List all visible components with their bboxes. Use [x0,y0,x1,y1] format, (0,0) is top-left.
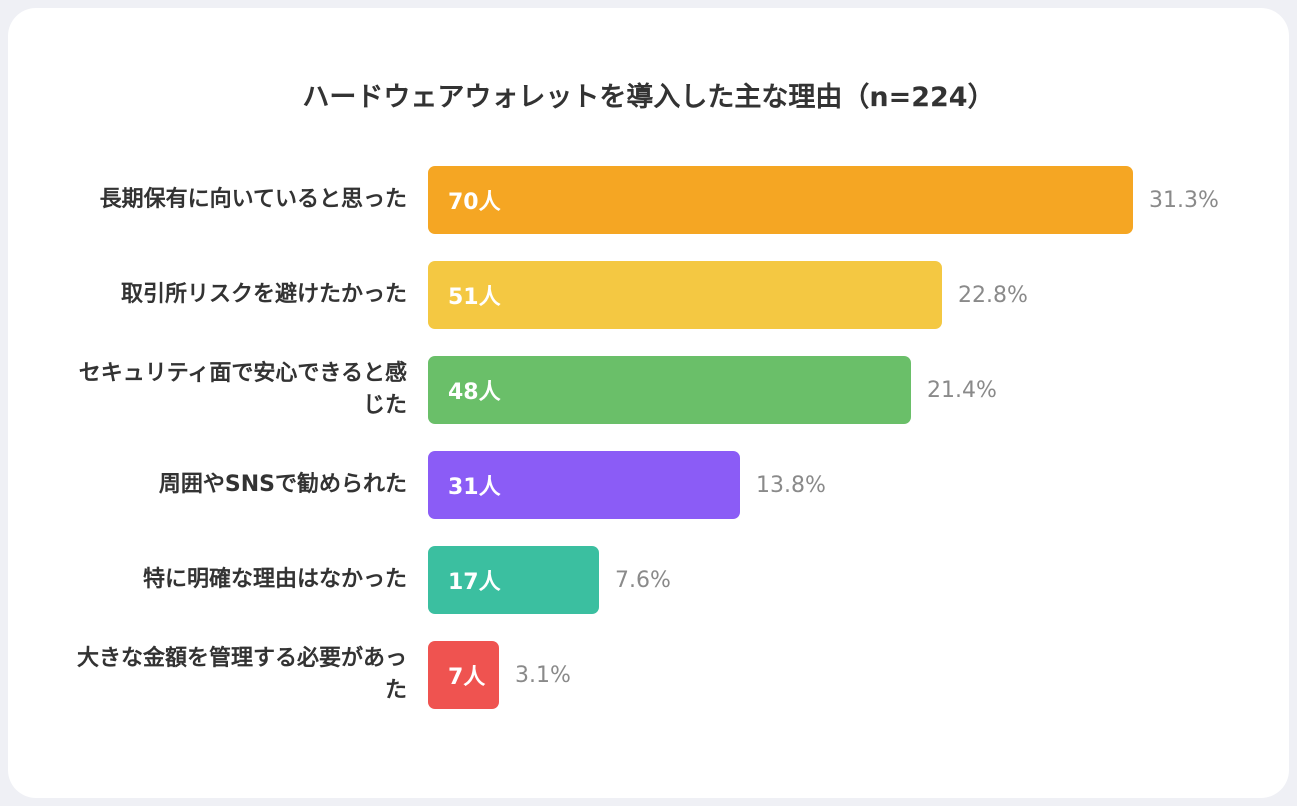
bar-row: 長期保有に向いていると思った 70人 31.3% [0,166,1297,234]
category-label: 取引所リスクを避けたかった [120,282,407,307]
category-label: 長期保有に向いていると思った [99,187,407,212]
bar-value-label: 17人 [448,570,501,595]
bar-row: 大きな金額を管理する必要があった 7人 3.1% [0,641,1297,709]
percent-label: 13.8% [756,472,826,498]
bar-value-label: 70人 [448,190,501,215]
chart-title: ハードウェアウォレットを導入した主な理由（n=224） [302,82,995,113]
bar-row: 特に明確な理由はなかった 17人 7.6% [0,546,1297,614]
bar-row: セキュリティ面で安心できると感じた 48人 21.4% [0,356,1297,424]
bar: 7人 [428,641,499,709]
percent-label: 22.8% [958,282,1028,308]
bar: 51人 [428,261,942,329]
bar: 70人 [428,166,1133,234]
category-label: 大きな金額を管理する必要があった [76,646,407,703]
percent-label: 7.6% [615,567,671,593]
percent-label: 31.3% [1149,187,1219,213]
bar-value-label: 31人 [448,475,501,500]
bar: 48人 [428,356,911,424]
bar-row: 取引所リスクを避けたかった 51人 22.8% [0,261,1297,329]
bar-value-label: 51人 [448,285,501,310]
category-label: 特に明確な理由はなかった [142,567,407,592]
bar: 17人 [428,546,599,614]
percent-label: 3.1% [515,662,571,688]
bar-value-label: 7人 [448,665,486,690]
bar-row: 周囲やSNSで勧められた 31人 13.8% [0,451,1297,519]
category-label: 周囲やSNSで勧められた [158,472,407,497]
percent-label: 21.4% [927,377,997,403]
bar: 31人 [428,451,740,519]
category-label: セキュリティ面で安心できると感じた [78,361,407,418]
bar-value-label: 48人 [448,380,501,405]
